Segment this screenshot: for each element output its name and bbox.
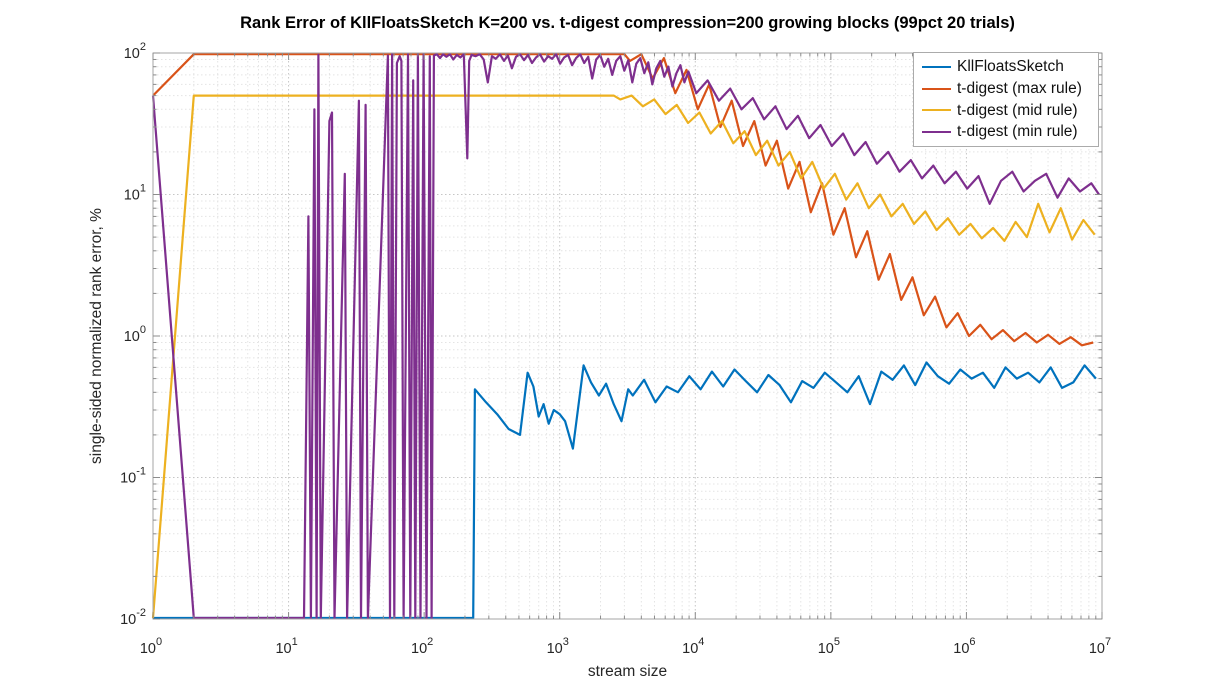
x-tick-label: 100 xyxy=(140,636,162,657)
x-tick-label: 103 xyxy=(547,636,569,657)
y-tick-label: 10-1 xyxy=(120,466,146,487)
legend-line-swatch-t-digest-mid-rule xyxy=(922,109,951,112)
x-axis-label: stream size xyxy=(587,663,668,680)
legend-label: t-digest (mid rule) xyxy=(957,101,1078,119)
x-tick-label: 105 xyxy=(818,636,840,657)
y-axis-label-text: single-sided normalized rank error, % xyxy=(88,208,105,464)
x-tick-label: 102 xyxy=(411,636,433,657)
y-tick-label: 10-2 xyxy=(120,607,146,628)
series-lines xyxy=(151,53,1100,620)
legend-item-t-digest-mid-rule: t-digest (mid rule) xyxy=(922,100,1098,122)
legend-line-swatch-t-digest-min-rule xyxy=(922,131,951,134)
legend-label: t-digest (max rule) xyxy=(957,79,1082,97)
legend-item-t-digest-max-rule: t-digest (max rule) xyxy=(922,78,1098,100)
legend-item-t-digest-min-rule: t-digest (min rule) xyxy=(922,121,1098,143)
y-tick-label: 102 xyxy=(124,41,146,62)
series-line-t-digest-max-rule xyxy=(152,53,1094,347)
x-tick-label: 104 xyxy=(682,636,704,657)
series-line-t-digest-min-rule xyxy=(151,53,1100,620)
x-tick-label: 101 xyxy=(275,636,297,657)
y-tick-label: 100 xyxy=(124,324,146,345)
legend-item-kllfloatssketch: KllFloatsSketch xyxy=(922,56,1098,78)
y-tick-label: 101 xyxy=(124,183,146,204)
tick-labels: 100 101 102 103 104 105 106 107 10-2 10-1 100 101 10… xyxy=(120,41,1111,657)
legend-line-swatch-t-digest-max-rule xyxy=(922,87,951,90)
chart-title: Rank Error of KllFloatsSketch K=200 vs. … xyxy=(240,14,1015,32)
x-tick-label: 106 xyxy=(953,636,975,657)
legend-label: KllFloatsSketch xyxy=(957,58,1064,76)
legend-label: t-digest (min rule) xyxy=(957,123,1078,141)
legend-line-swatch-kllfloatssketch xyxy=(922,65,951,68)
series-line-t-digest-mid-rule xyxy=(151,94,1096,619)
legend: KllFloatsSketch t-digest (max rule) t-dige… xyxy=(913,52,1099,147)
x-tick-label: 107 xyxy=(1089,636,1111,657)
series-line-kllfloatssketch xyxy=(153,361,1097,620)
